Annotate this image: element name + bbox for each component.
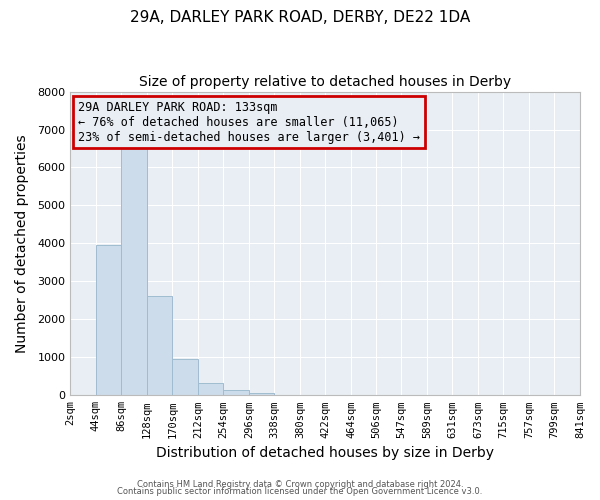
Bar xyxy=(223,390,249,396)
Bar xyxy=(172,359,198,396)
Text: Contains HM Land Registry data © Crown copyright and database right 2024.: Contains HM Land Registry data © Crown c… xyxy=(137,480,463,489)
Text: 29A, DARLEY PARK ROAD, DERBY, DE22 1DA: 29A, DARLEY PARK ROAD, DERBY, DE22 1DA xyxy=(130,10,470,25)
Bar xyxy=(147,296,172,396)
Text: 29A DARLEY PARK ROAD: 133sqm
← 76% of detached houses are smaller (11,065)
23% o: 29A DARLEY PARK ROAD: 133sqm ← 76% of de… xyxy=(78,100,420,144)
Title: Size of property relative to detached houses in Derby: Size of property relative to detached ho… xyxy=(139,75,511,89)
Bar xyxy=(198,383,223,396)
Bar xyxy=(96,246,121,396)
Text: Contains public sector information licensed under the Open Government Licence v3: Contains public sector information licen… xyxy=(118,487,482,496)
X-axis label: Distribution of detached houses by size in Derby: Distribution of detached houses by size … xyxy=(156,446,494,460)
Y-axis label: Number of detached properties: Number of detached properties xyxy=(15,134,29,352)
Bar xyxy=(249,394,274,396)
Bar xyxy=(121,144,147,396)
